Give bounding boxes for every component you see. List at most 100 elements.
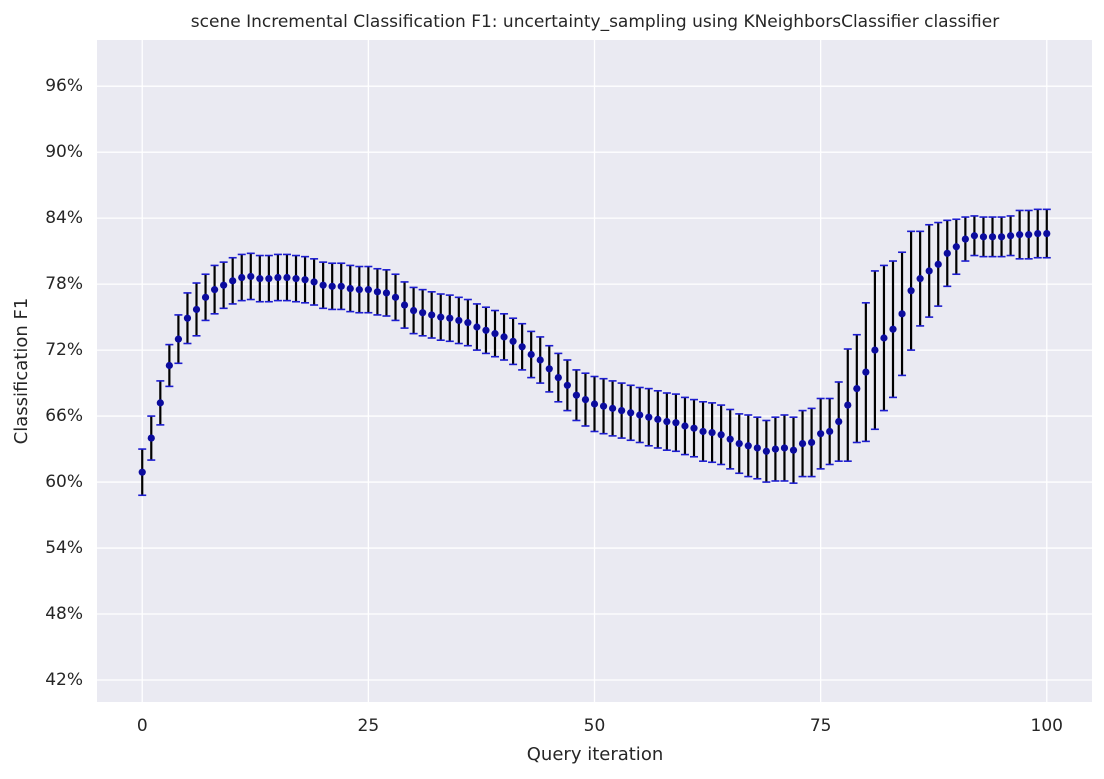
point — [201, 293, 210, 301]
y-axis-label: Classification F1 — [11, 298, 32, 445]
point — [735, 439, 743, 448]
point — [608, 404, 617, 412]
point — [627, 409, 635, 417]
point — [798, 439, 807, 448]
point — [943, 249, 951, 257]
point — [789, 446, 798, 454]
point — [1016, 231, 1024, 239]
y-tick-label: 78% — [45, 274, 83, 294]
y-tick-label: 72% — [45, 340, 83, 360]
point — [391, 293, 400, 301]
point — [753, 444, 761, 452]
point — [1006, 232, 1015, 240]
point — [581, 395, 590, 404]
point — [446, 314, 454, 322]
point — [862, 368, 870, 376]
point — [247, 272, 255, 281]
point — [1034, 229, 1042, 238]
point — [871, 346, 879, 354]
y-tick-label: 96% — [45, 76, 83, 96]
point — [988, 233, 997, 241]
point — [464, 319, 472, 327]
point — [500, 333, 508, 341]
point — [636, 411, 644, 419]
point — [898, 310, 906, 318]
point — [654, 415, 662, 423]
y-tick-label: 66% — [45, 406, 83, 426]
point — [220, 281, 228, 289]
point — [536, 356, 544, 364]
point — [491, 330, 499, 338]
point — [853, 384, 861, 393]
point — [961, 235, 969, 243]
point — [934, 260, 942, 268]
point — [590, 400, 599, 408]
point — [355, 286, 363, 294]
point — [437, 313, 445, 321]
point — [274, 273, 282, 282]
point — [744, 442, 752, 450]
point — [780, 444, 789, 452]
y-tick-label: 42% — [45, 670, 83, 690]
point — [690, 424, 698, 432]
point — [328, 282, 336, 290]
point — [545, 365, 553, 373]
point — [1043, 229, 1051, 238]
grid — [97, 40, 1092, 702]
point — [301, 276, 309, 284]
point — [681, 422, 689, 430]
x-tick-label: 50 — [584, 716, 606, 736]
point — [645, 413, 653, 421]
point — [807, 438, 816, 447]
point — [482, 326, 490, 334]
point — [925, 267, 933, 275]
point — [618, 406, 626, 415]
point — [156, 399, 164, 407]
point — [554, 373, 562, 382]
point — [165, 361, 173, 370]
point — [771, 445, 780, 453]
point — [762, 447, 770, 455]
y-tick-label: 54% — [45, 538, 83, 558]
point — [238, 273, 246, 282]
point — [916, 275, 924, 283]
x-axis-label: Query iteration — [527, 744, 663, 765]
point — [907, 287, 915, 295]
point — [174, 335, 183, 343]
point — [952, 243, 960, 251]
point — [563, 381, 571, 389]
point — [364, 286, 372, 294]
point — [889, 325, 897, 333]
point — [726, 435, 734, 443]
point — [708, 428, 716, 437]
point — [147, 434, 155, 442]
x-tick-label: 0 — [137, 716, 148, 736]
point — [192, 305, 201, 314]
point — [283, 273, 291, 282]
point — [826, 427, 834, 436]
point — [509, 337, 517, 345]
point — [292, 275, 300, 283]
point — [997, 233, 1006, 241]
point — [455, 316, 463, 325]
point — [256, 275, 264, 283]
point — [138, 468, 146, 476]
chart-title: scene Incremental Classification F1: unc… — [191, 12, 999, 32]
y-tick-label: 60% — [45, 472, 83, 492]
point — [970, 232, 979, 240]
point — [699, 427, 707, 436]
point — [337, 282, 345, 290]
point — [409, 306, 418, 315]
point — [835, 417, 843, 426]
point — [599, 402, 608, 410]
x-tick-label: 75 — [810, 716, 832, 736]
point — [265, 275, 273, 283]
point — [400, 301, 409, 309]
point — [319, 281, 327, 289]
point — [428, 311, 436, 319]
y-tick-label: 84% — [45, 208, 83, 228]
point — [183, 314, 192, 322]
point — [979, 233, 988, 241]
